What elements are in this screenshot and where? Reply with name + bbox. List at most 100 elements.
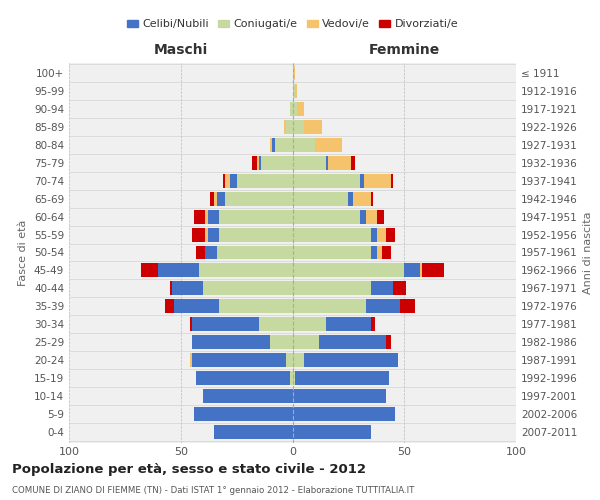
Bar <box>272 138 275 152</box>
Bar <box>165 300 174 314</box>
Bar <box>192 317 259 331</box>
Bar <box>230 174 236 188</box>
Bar <box>349 192 353 205</box>
Y-axis label: Fasce di età: Fasce di età <box>19 220 28 286</box>
Bar <box>293 228 371 241</box>
Bar <box>319 335 386 349</box>
Bar <box>359 210 366 224</box>
Bar <box>293 425 371 438</box>
Bar <box>190 353 192 367</box>
Bar <box>293 264 404 278</box>
Y-axis label: Anni di nascita: Anni di nascita <box>583 211 593 294</box>
Bar <box>326 317 371 331</box>
Bar <box>295 371 389 385</box>
Bar <box>293 102 297 116</box>
Bar <box>293 192 349 205</box>
Bar <box>192 335 270 349</box>
Bar <box>217 246 293 260</box>
Bar <box>208 228 219 241</box>
Bar <box>214 425 293 438</box>
Bar <box>170 282 172 296</box>
Bar <box>400 300 415 314</box>
Bar <box>223 174 226 188</box>
Bar <box>293 353 304 367</box>
Bar <box>192 353 286 367</box>
Bar <box>208 210 219 224</box>
Bar <box>315 138 341 152</box>
Bar <box>304 120 322 134</box>
Bar <box>377 228 386 241</box>
Bar <box>382 246 391 260</box>
Bar <box>328 156 350 170</box>
Text: COMUNE DI ZIANO DI FIEMME (TN) - Dati ISTAT 1° gennaio 2012 - Elaborazione TUTTI: COMUNE DI ZIANO DI FIEMME (TN) - Dati IS… <box>12 486 415 495</box>
Bar <box>293 84 295 98</box>
Bar <box>293 246 371 260</box>
Bar <box>386 335 391 349</box>
Bar <box>297 102 304 116</box>
Bar <box>293 156 326 170</box>
Bar <box>219 210 293 224</box>
Bar <box>422 264 445 278</box>
Bar <box>377 210 384 224</box>
Bar <box>286 120 293 134</box>
Bar <box>203 282 293 296</box>
Bar <box>219 300 293 314</box>
Bar <box>192 228 205 241</box>
Bar <box>270 335 293 349</box>
Bar <box>252 156 257 170</box>
Bar <box>326 156 328 170</box>
Bar <box>290 102 293 116</box>
Bar <box>371 282 393 296</box>
Bar <box>295 84 297 98</box>
Bar <box>199 264 293 278</box>
Bar <box>350 156 355 170</box>
Bar <box>293 282 371 296</box>
Bar <box>219 228 293 241</box>
Bar <box>353 192 371 205</box>
Bar <box>205 228 208 241</box>
Bar <box>205 246 217 260</box>
Bar <box>293 371 295 385</box>
Text: Popolazione per età, sesso e stato civile - 2012: Popolazione per età, sesso e stato civil… <box>12 462 366 475</box>
Bar <box>257 156 259 170</box>
Bar <box>196 246 205 260</box>
Bar <box>386 228 395 241</box>
Bar <box>366 210 377 224</box>
Text: Femmine: Femmine <box>368 43 440 57</box>
Bar <box>293 120 304 134</box>
Bar <box>214 192 217 205</box>
Bar <box>371 246 377 260</box>
Bar <box>261 156 293 170</box>
Bar <box>205 210 208 224</box>
Bar <box>236 174 293 188</box>
Bar <box>259 156 261 170</box>
Bar <box>270 138 272 152</box>
Bar <box>286 353 293 367</box>
Bar <box>194 407 293 421</box>
Bar <box>371 228 377 241</box>
Bar <box>293 300 366 314</box>
Bar <box>293 317 326 331</box>
Bar <box>293 174 359 188</box>
Bar <box>366 300 400 314</box>
Bar <box>190 317 192 331</box>
Bar <box>404 264 420 278</box>
Bar <box>140 264 158 278</box>
Bar <box>371 317 375 331</box>
Bar <box>226 174 230 188</box>
Bar <box>196 371 290 385</box>
Bar <box>293 389 386 403</box>
Bar <box>290 371 293 385</box>
Bar <box>371 192 373 205</box>
Text: Maschi: Maschi <box>154 43 208 57</box>
Bar <box>391 174 393 188</box>
Bar <box>293 66 295 80</box>
Bar <box>377 246 382 260</box>
Bar <box>203 389 293 403</box>
Bar <box>364 174 391 188</box>
Bar <box>172 282 203 296</box>
Bar <box>284 120 286 134</box>
Bar <box>393 282 406 296</box>
Bar <box>226 192 293 205</box>
Bar <box>174 300 219 314</box>
